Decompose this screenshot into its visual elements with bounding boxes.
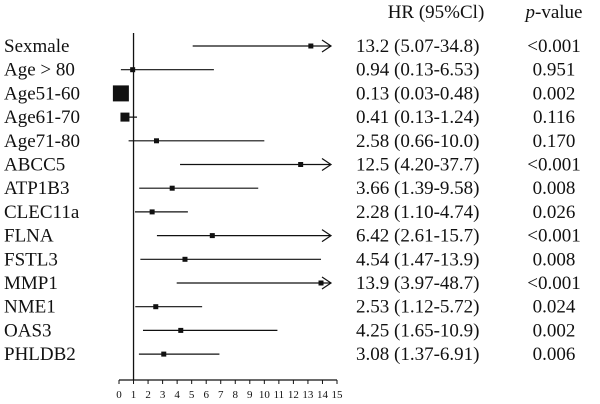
forest-row-phldb2: PHLDB2 3.08 (1.37-6.91) 0.006	[4, 344, 575, 365]
hr-ci-value: 0.41 (0.13-1.24)	[356, 107, 479, 128]
point-estimate	[298, 162, 304, 167]
x-tick-label: 14	[317, 389, 329, 401]
forest-row-nme1: NME1 2.53 (1.12-5.72) 0.024	[4, 297, 576, 318]
p-value-column-header: p-value	[524, 2, 583, 23]
hr-ci-value: 2.28 (1.10-4.74)	[356, 202, 479, 223]
x-tick-label: 9	[247, 389, 253, 401]
point-estimate	[178, 327, 184, 333]
point-estimate	[318, 280, 324, 286]
p-value: 0.024	[533, 297, 576, 318]
p-value: 0.002	[533, 83, 576, 104]
forest-row-age71-80: Age71-80 2.58 (0.66-10.0) 0.170	[4, 131, 575, 152]
x-axis: 0 1 2 3 4 5 6 7 8 9 10 11 12 13 14 15	[116, 33, 343, 401]
hr-ci-value: 0.94 (0.13-6.53)	[356, 60, 479, 81]
hr-ci-value: 3.08 (1.37-6.91)	[356, 344, 479, 365]
x-tick-label: 6	[203, 389, 209, 401]
point-estimate	[130, 67, 136, 73]
point-estimate	[153, 304, 159, 310]
p-value: 0.008	[533, 249, 576, 270]
point-estimate	[112, 85, 129, 102]
x-tick-label: 15	[332, 389, 344, 401]
hr-ci-value: 13.2 (5.07-34.8)	[356, 36, 479, 57]
forest-row-clec11a: CLEC11a 2.28 (1.10-4.74) 0.026	[4, 202, 575, 223]
point-estimate	[153, 138, 159, 144]
forest-row-age61-70: Age61-70 0.41 (0.13-1.24) 0.116	[4, 107, 575, 128]
point-estimate	[169, 185, 175, 191]
x-tick-label: 10	[259, 389, 271, 401]
forest-row-sexmale: Sexmale 13.2 (5.07-34.8) <0.001	[4, 36, 581, 57]
row-label: ABCC5	[4, 155, 65, 176]
hr-ci-value: 4.54 (1.47-13.9)	[356, 249, 479, 270]
forest-row-age51-60: Age51-60 0.13 (0.03-0.48) 0.002	[4, 83, 575, 104]
ci-arrow	[321, 39, 333, 53]
hr-ci-value: 6.42 (2.61-15.7)	[356, 226, 479, 247]
x-tick-label: 1	[131, 389, 137, 401]
row-label: FSTL3	[4, 249, 58, 270]
column-headers: HR (95%Cl) p-value	[388, 2, 583, 23]
row-label: Age51-60	[4, 83, 80, 104]
row-label: NME1	[4, 297, 56, 318]
forest-row-mmp1: MMP1 13.9 (3.97-48.7) <0.001	[4, 273, 581, 294]
row-label: CLEC11a	[4, 202, 80, 223]
row-label: Age > 80	[4, 60, 75, 81]
x-tick-label: 3	[160, 389, 166, 401]
x-tick-label: 11	[274, 389, 285, 401]
row-label: Sexmale	[4, 36, 69, 57]
hr-ci-value: 3.66 (1.39-9.58)	[356, 178, 479, 199]
p-value: 0.002	[533, 320, 576, 341]
point-estimate	[120, 112, 130, 122]
x-tick-label: 5	[189, 389, 195, 401]
row-label: FLNA	[4, 226, 54, 247]
point-estimate	[161, 351, 167, 357]
row-label: Age61-70	[4, 107, 80, 128]
point-estimate	[182, 256, 188, 262]
p-value: 0.008	[533, 178, 576, 199]
forest-row-atp1b3: ATP1B3 3.66 (1.39-9.58) 0.008	[4, 178, 575, 199]
p-value: <0.001	[527, 155, 580, 176]
forest-row-fstl3: FSTL3 4.54 (1.47-13.9) 0.008	[4, 249, 575, 270]
point-estimate	[149, 209, 155, 215]
ci-arrow	[321, 229, 333, 243]
x-tick-label: 0	[116, 389, 122, 401]
row-label: OAS3	[4, 320, 52, 341]
row-label: MMP1	[4, 273, 58, 294]
x-tick-label: 7	[218, 389, 224, 401]
x-tick-label: 2	[145, 389, 151, 401]
hr-ci-value: 4.25 (1.65-10.9)	[356, 320, 479, 341]
hr-ci-value: 12.5 (4.20-37.7)	[356, 155, 479, 176]
p-value: 0.006	[533, 344, 576, 365]
p-value: <0.001	[527, 226, 580, 247]
forest-row-flna: FLNA 6.42 (2.61-15.7) <0.001	[4, 226, 581, 247]
ci-arrow	[321, 276, 333, 290]
hr-ci-value: 0.13 (0.03-0.48)	[356, 83, 479, 104]
row-label: PHLDB2	[4, 344, 76, 365]
x-tick-label: 8	[233, 389, 239, 401]
p-value: <0.001	[527, 36, 580, 57]
x-tick-label: 4	[174, 389, 180, 401]
p-value: 0.116	[533, 107, 575, 128]
x-tick-label: 13	[302, 389, 314, 401]
row-label: ATP1B3	[4, 178, 69, 199]
row-label: Age71-80	[4, 131, 80, 152]
p-value: 0.170	[533, 131, 576, 152]
forest-row-abcc5: ABCC5 12.5 (4.20-37.7) <0.001	[4, 155, 581, 176]
ci-arrow	[321, 158, 333, 171]
x-tick-label: 12	[288, 389, 299, 401]
hr-column-header: HR (95%Cl)	[388, 2, 485, 23]
forest-row-age-80: Age > 80 0.94 (0.13-6.53) 0.951	[4, 60, 575, 81]
hr-ci-value: 2.58 (0.66-10.0)	[356, 131, 479, 152]
point-estimate	[209, 233, 215, 239]
forest-row-oas3: OAS3 4.25 (1.65-10.9) 0.002	[4, 320, 575, 341]
p-value: 0.951	[533, 60, 576, 81]
point-estimate	[308, 43, 314, 49]
p-value: <0.001	[527, 273, 580, 294]
forest-rows: Sexmale 13.2 (5.07-34.8) <0.001 Age > 80 0.9…	[4, 36, 581, 365]
hr-ci-value: 13.9 (3.97-48.7)	[356, 273, 479, 294]
p-value: 0.026	[533, 202, 576, 223]
hr-ci-value: 2.53 (1.12-5.72)	[356, 297, 479, 318]
